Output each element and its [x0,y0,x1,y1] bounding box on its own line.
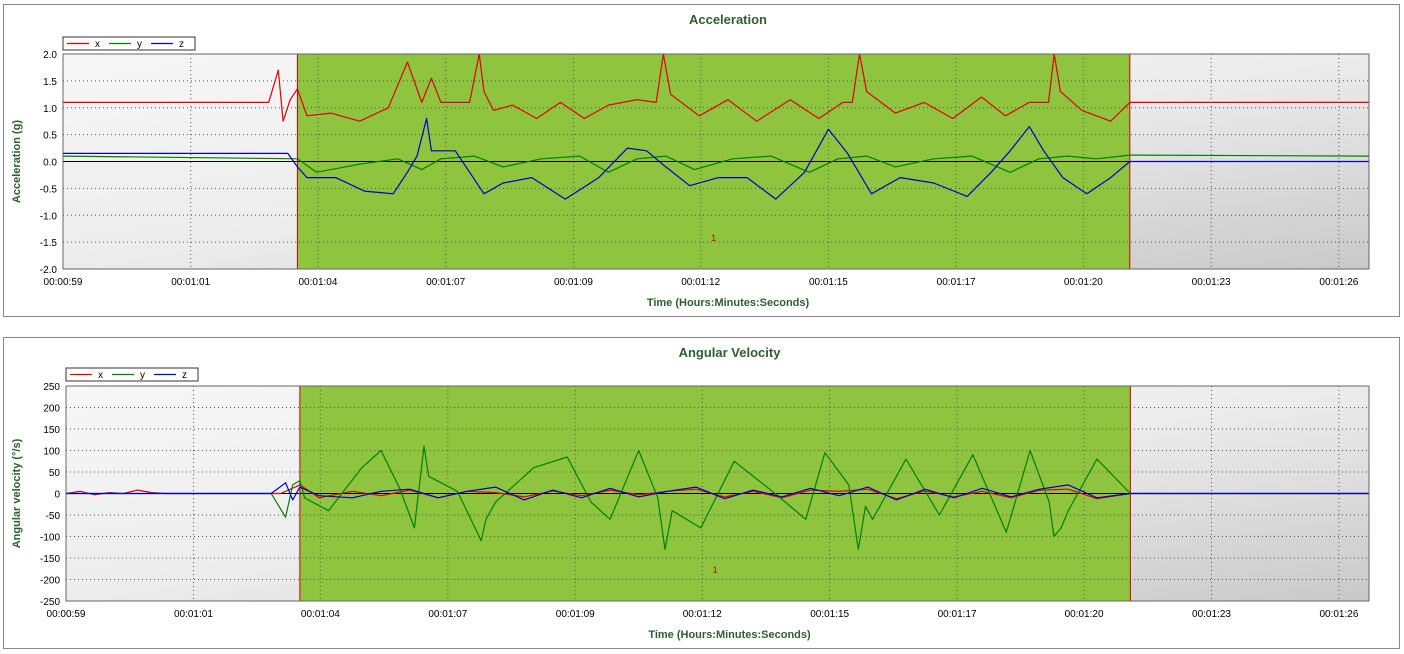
x-axis-label: Time (Hours:Minutes:Seconds) [648,629,811,641]
x-tick-label: 00:01:26 [1319,609,1358,620]
y-tick-label: -200 [40,576,60,587]
region-label: 1 [711,233,716,243]
region-label: 1 [713,565,718,575]
y-tick-label: 50 [49,468,61,479]
legend-label-z: z [179,39,184,50]
y-tick-label: -150 [40,554,60,565]
y-tick-label: -100 [40,533,60,544]
x-tick-label: 00:01:09 [554,277,593,288]
x-tick-label: 00:01:23 [1192,609,1231,620]
x-tick-label: 00:01:15 [809,277,848,288]
y-tick-label: 1.0 [43,104,57,115]
legend-label-x: x [95,39,100,50]
plot-border [62,53,1370,270]
x-tick-label: 00:01:01 [174,609,213,620]
acceleration-chart-panel: Acceleration 1 00:00:59 00:01:01 00:01:04 00:… [3,4,1400,317]
x-tick-label: 00:01:15 [810,609,849,620]
chart-title: Acceleration [689,12,767,27]
y-tick-label: 1.5 [43,77,57,88]
y-tick-label: -250 [40,597,60,608]
acceleration-chart: Acceleration 1 00:00:59 00:01:01 00:01:04 00:… [11,12,1370,309]
y-tick-label: -2.0 [40,265,58,276]
x-tick-label: 00:01:07 [428,609,467,620]
y-tick-label: 200 [43,404,60,415]
angular-velocity-chart: Angular Velocity 1 00:00:59 00:01:01 00:01:0… [11,345,1370,641]
x-tick-label: 00:01:12 [683,609,722,620]
x-tick-label: 00:01:20 [1064,277,1103,288]
legend: x y z [65,367,199,382]
chart-title: Angular Velocity [679,345,782,360]
series-line-z [66,482,1369,501]
series-line-x [63,54,1369,122]
y-tick-label: -1.0 [40,211,58,222]
y-axis-label: Angular velocity (°/s) [11,438,23,548]
x-tick-label: 00:01:04 [301,609,340,620]
x-tick-label: 00:01:01 [171,277,210,288]
series-line-z [63,117,1369,200]
x-tick-label: 00:01:07 [426,277,465,288]
x-tick-label: 00:00:59 [47,609,86,620]
x-tick-label: 00:01:23 [1192,277,1231,288]
series-group [63,54,1369,200]
series-line-y [63,154,1369,173]
legend-label-y: y [140,370,145,381]
x-tick-label: 00:01:26 [1319,277,1358,288]
x-tick-label: 00:01:20 [1065,609,1104,620]
series-group [66,445,1369,550]
y-tick-label: 0.0 [43,158,57,169]
y-tick-label: 250 [43,382,60,393]
x-tick-label: 00:01:17 [937,277,976,288]
legend: x y z [62,36,196,51]
x-tick-label: 00:01:12 [681,277,720,288]
legend-label-x: x [98,370,103,381]
y-tick-label: 0 [54,490,60,501]
x-axis-label: Time (Hours:Minutes:Seconds) [647,297,810,309]
x-tick-label: 00:01:17 [938,609,977,620]
plot-border [65,385,1370,602]
legend-label-y: y [137,39,142,50]
angular-velocity-chart-panel: Angular Velocity 1 00:00:59 00:01:01 00:01:0… [3,337,1400,649]
y-tick-label: -50 [46,511,61,522]
legend-label-z: z [182,370,187,381]
y-tick-label: 100 [43,447,60,458]
y-tick-label: -0.5 [40,184,58,195]
y-axis-label: Acceleration (g) [11,120,23,203]
y-tick-label: -1.5 [40,238,58,249]
x-tick-label: 00:01:04 [299,277,338,288]
y-tick-label: 0.5 [43,131,57,142]
x-tick-label: 00:01:09 [556,609,595,620]
y-tick-label: 2.0 [43,50,57,61]
x-tick-label: 00:00:59 [44,277,83,288]
series-line-y [66,445,1369,550]
y-tick-label: 150 [43,425,60,436]
